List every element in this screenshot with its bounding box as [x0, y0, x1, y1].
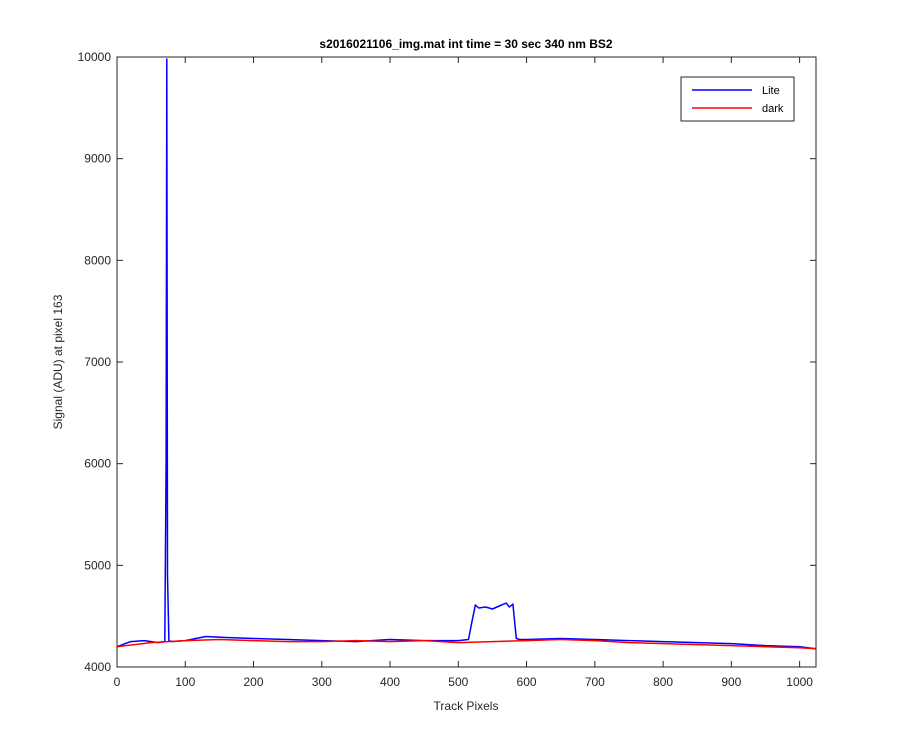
y-tick-label: 7000 [84, 355, 111, 369]
legend: Lite dark [680, 76, 795, 122]
x-tick-label: 900 [721, 675, 741, 689]
x-tick-label: 0 [114, 675, 121, 689]
x-tick-label: 400 [380, 675, 400, 689]
y-tick-label: 4000 [84, 660, 111, 674]
legend-label-dark: dark [762, 103, 784, 115]
plot-lines [116, 58, 817, 650]
x-axis: 0 100 200 300 400 500 600 700 800 900 1000 [114, 57, 813, 689]
series-line-lite [116, 58, 817, 650]
x-axis-label: Track Pixels [434, 699, 499, 713]
y-axis: 4000 5000 6000 7000 8000 9000 10000 [78, 50, 816, 674]
y-axis-label: Signal (ADU) at pixel 163 [51, 294, 65, 429]
x-tick-label: 600 [517, 675, 537, 689]
x-tick-label: 800 [653, 675, 673, 689]
legend-label-lite: Lite [762, 85, 780, 97]
series-line-dark [116, 638, 817, 650]
x-tick-label: 1000 [786, 675, 813, 689]
x-tick-label: 300 [312, 675, 332, 689]
plot-area-frame [116, 56, 817, 668]
x-tick-label: 500 [448, 675, 468, 689]
legend-box [680, 76, 795, 122]
y-tick-label: 9000 [84, 152, 111, 166]
x-tick-label: 100 [175, 675, 195, 689]
x-tick-label: 200 [244, 675, 264, 689]
chart-title: s2016021106_img.mat int time = 30 sec 34… [319, 37, 613, 51]
y-tick-label: 6000 [84, 457, 111, 471]
y-tick-label: 10000 [78, 50, 112, 64]
y-tick-label: 5000 [84, 558, 111, 572]
y-tick-label: 8000 [84, 253, 111, 267]
x-tick-label: 700 [585, 675, 605, 689]
